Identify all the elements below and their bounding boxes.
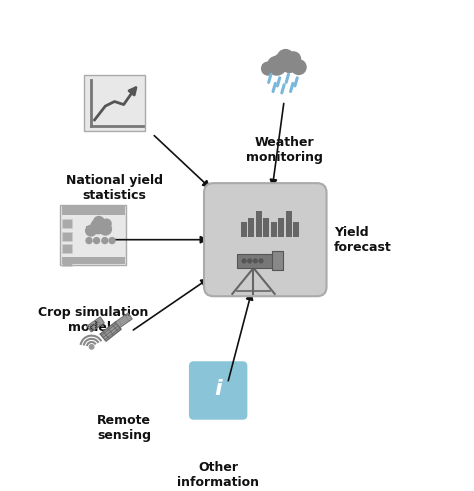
Circle shape: [102, 238, 108, 244]
Circle shape: [90, 345, 94, 349]
Text: Weather
monitoring: Weather monitoring: [246, 136, 323, 164]
Bar: [278, 218, 284, 237]
Bar: [86, 226, 111, 232]
Bar: [62, 244, 72, 253]
Bar: [237, 254, 273, 268]
Circle shape: [281, 55, 298, 72]
Circle shape: [100, 223, 111, 235]
Circle shape: [109, 238, 115, 244]
Circle shape: [277, 50, 294, 66]
Bar: [286, 212, 292, 237]
Bar: [84, 76, 145, 131]
Bar: [62, 257, 72, 266]
Circle shape: [86, 225, 96, 236]
Bar: [62, 257, 125, 264]
Text: i: i: [214, 379, 222, 399]
Polygon shape: [100, 322, 121, 341]
Bar: [60, 205, 126, 265]
Bar: [255, 212, 262, 237]
Text: Other
information: Other information: [177, 461, 259, 489]
Circle shape: [259, 259, 263, 263]
Bar: [293, 222, 300, 237]
Circle shape: [286, 52, 301, 66]
Circle shape: [86, 238, 92, 244]
Circle shape: [93, 238, 100, 244]
Circle shape: [274, 54, 289, 69]
Bar: [248, 218, 254, 237]
Circle shape: [242, 259, 246, 263]
Bar: [62, 206, 125, 215]
Polygon shape: [87, 317, 104, 332]
Text: Crop simulation
models: Crop simulation models: [38, 306, 148, 334]
FancyBboxPatch shape: [189, 361, 247, 420]
Bar: [62, 232, 72, 241]
Polygon shape: [115, 313, 132, 328]
Bar: [62, 219, 72, 228]
Bar: [273, 251, 283, 271]
Text: Remote
sensing: Remote sensing: [97, 414, 151, 442]
Bar: [262, 64, 306, 70]
Bar: [271, 222, 277, 237]
Circle shape: [248, 259, 252, 263]
Circle shape: [93, 217, 104, 227]
Circle shape: [102, 219, 111, 228]
Circle shape: [292, 60, 306, 75]
Bar: [240, 222, 246, 237]
Circle shape: [262, 62, 274, 75]
Text: Yield
forecast: Yield forecast: [334, 226, 392, 254]
Bar: [263, 218, 269, 237]
Circle shape: [254, 259, 257, 263]
Circle shape: [267, 56, 286, 75]
Text: National yield
statistics: National yield statistics: [66, 174, 163, 202]
FancyBboxPatch shape: [204, 183, 327, 296]
Circle shape: [91, 219, 106, 234]
